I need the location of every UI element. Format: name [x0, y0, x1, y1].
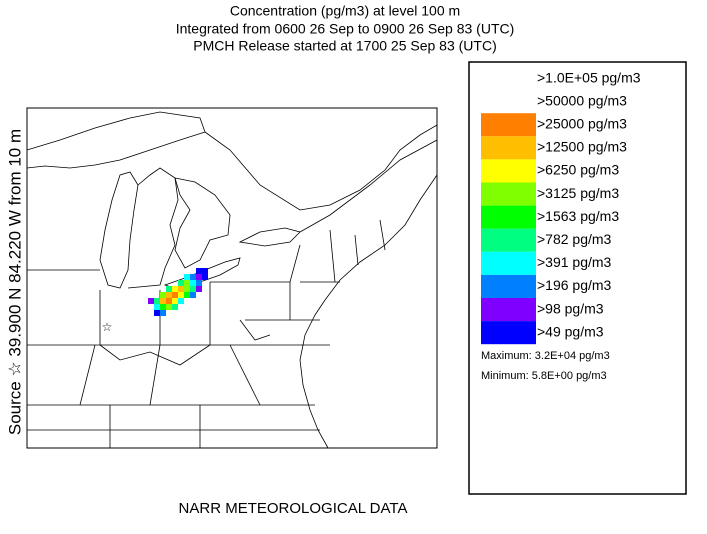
title-line: Integrated from 0600 26 Sep to 0900 26 S…	[176, 21, 515, 37]
legend-label: >50000 pg/m3	[537, 92, 627, 108]
legend-swatch	[481, 251, 536, 275]
plume	[148, 268, 208, 316]
michigan	[127, 167, 179, 289]
source-marker: ☆	[102, 320, 113, 334]
lake-huron	[174, 177, 231, 269]
map: ☆	[26, 107, 438, 449]
legend-label: >391 pg/m3	[537, 254, 612, 270]
legend-swatch	[481, 205, 536, 229]
canada-border	[204, 124, 438, 211]
coastline	[299, 174, 438, 449]
legend-swatch	[481, 113, 536, 137]
lake-superior	[26, 111, 206, 169]
map-frame	[26, 107, 438, 449]
legend-swatch	[481, 136, 536, 160]
legend-label: >6250 pg/m3	[537, 162, 619, 178]
legend-swatch	[481, 298, 536, 322]
legend-swatch	[481, 159, 536, 183]
legend-label: >98 pg/m3	[537, 300, 604, 316]
maximum: Maximum: 3.2E+04 pg/m3	[481, 350, 610, 362]
lake-ontario	[238, 227, 301, 247]
title-line: Concentration (pg/m3) at level 100 m	[230, 3, 460, 19]
legend-label: >782 pg/m3	[537, 231, 612, 247]
legend-swatch	[481, 274, 536, 298]
source-label: Source ☆ 39.900 N 84.220 W from 10 m	[5, 129, 24, 435]
legend-swatch	[481, 182, 536, 206]
legend-label: >1.0E+05 pg/m3	[537, 69, 641, 85]
footer: NARR METEOROLOGICAL DATA	[179, 500, 408, 517]
legend: >1.0E+05 pg/m3 >50000 pg/m3 >25000 pg/m3 >1…	[481, 69, 641, 345]
minimum: Minimum: 5.8E+00 pg/m3	[481, 370, 607, 382]
lake-michigan	[99, 171, 139, 289]
legend-label: >49 pg/m3	[537, 323, 604, 339]
legend-swatch	[481, 228, 536, 252]
legend-label: >1563 pg/m3	[537, 208, 619, 224]
legend-frame	[468, 61, 687, 495]
rivers	[99, 319, 271, 366]
state-lines	[27, 219, 386, 448]
legend-label: >25000 pg/m3	[537, 115, 627, 131]
legend-label: >12500 pg/m3	[537, 139, 627, 155]
title-line: PMCH Release started at 1700 25 Sep 83 (…	[193, 38, 496, 54]
legend-label: >196 pg/m3	[537, 277, 612, 293]
st-lawrence	[299, 139, 438, 233]
legend-swatch	[481, 321, 536, 345]
legend-label: >3125 pg/m3	[537, 185, 619, 201]
